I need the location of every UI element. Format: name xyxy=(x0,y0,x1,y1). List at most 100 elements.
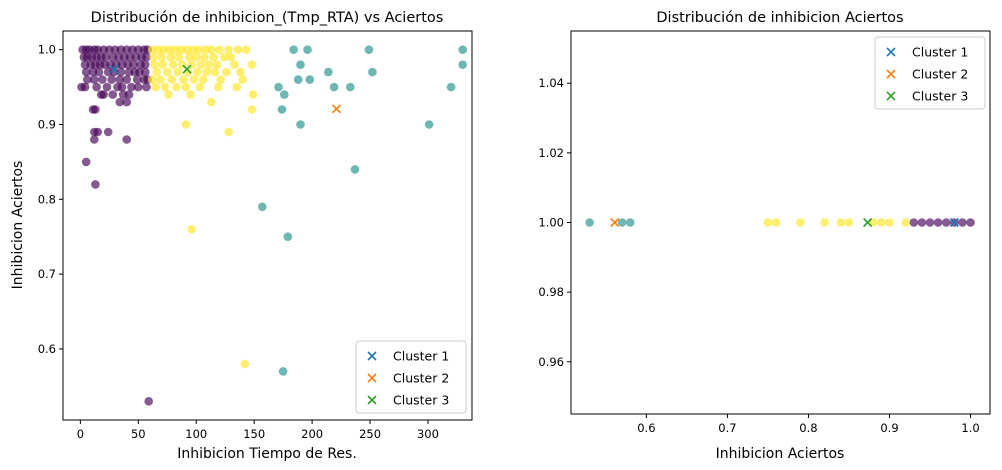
scatter-point-c0-s0-69 xyxy=(108,90,118,99)
scatter-point-c0-s2-8 xyxy=(194,45,203,54)
y-tick-label: 1.0 xyxy=(38,43,56,57)
chart-left-legend: Cluster 1 Cluster 2 Cluster 3 xyxy=(355,340,467,414)
chart-right-legend: Cluster 1 Cluster 2 Cluster 3 xyxy=(874,36,986,110)
scatter-point-c0-s0-68 xyxy=(99,90,108,99)
scatter-point-c0-s2-22 xyxy=(209,52,218,62)
scatter-point-c0-s2-50 xyxy=(216,75,225,84)
scatter-point-c0-s2-46 xyxy=(167,75,177,84)
scatter-point-c0-s0-65 xyxy=(134,82,143,92)
scatter-point-c0-s2-10 xyxy=(207,45,216,54)
scatter-point-c0-s2-40 xyxy=(202,67,211,77)
scatter-point-c0-s1-4 xyxy=(296,60,305,69)
scatter-point-c0-s2-60 xyxy=(186,90,195,99)
scatter-point-c0-s2-59 xyxy=(164,90,173,99)
scatter-point-c0-s2-21 xyxy=(200,52,209,62)
scatter-point-c0-s0-77 xyxy=(93,127,103,137)
scatter-point-c0-s0-41 xyxy=(94,67,104,77)
scatter-point-c1-s2-1 xyxy=(771,218,781,227)
scatter-point-c0-s2-39 xyxy=(193,67,202,77)
centroid-x-stroke xyxy=(182,64,192,74)
scatter-point-c0-s2-13 xyxy=(233,45,243,54)
centroid-x-stroke xyxy=(610,217,620,228)
scatter-point-c0-s1-21 xyxy=(278,367,288,376)
y-tick-label: 0.7 xyxy=(38,267,56,281)
centroid-x-stroke xyxy=(949,217,959,228)
scatter-point-c0-s0-53 xyxy=(115,75,125,84)
scatter-point-c0-s2-16 xyxy=(157,52,166,62)
scatter-point-c0-s1-20 xyxy=(283,232,293,241)
scatter-point-c0-s0-80 xyxy=(122,135,131,144)
scatter-point-c0-s2-66 xyxy=(187,224,196,234)
scatter-point-c0-s2-47 xyxy=(179,75,188,84)
scatter-point-c0-s2-33 xyxy=(230,60,239,69)
legend-label: Cluster 1 xyxy=(393,349,449,364)
scatter-point-c0-s1-3 xyxy=(458,45,468,54)
scatter-point-c1-s2-4 xyxy=(836,218,846,227)
x-tick-label: 300 xyxy=(417,427,439,441)
scatter-point-c0-s0-66 xyxy=(142,82,151,92)
scatter-point-c0-s1-0 xyxy=(289,45,298,54)
scatter-point-c0-s2-25 xyxy=(150,60,159,69)
scatter-point-c0-s2-15 xyxy=(149,52,158,62)
scatter-point-c1-s2-2 xyxy=(796,218,805,227)
scatter-point-c1-s2-3 xyxy=(820,218,829,227)
legend-box xyxy=(874,36,986,110)
scatter-point-c0-s1-9 xyxy=(458,60,468,69)
chart-right-marks xyxy=(585,217,975,228)
scatter-point-c0-s1-7 xyxy=(293,75,303,84)
scatter-point-c1-s0-2 xyxy=(925,218,935,227)
scatter-point-c0-s2-12 xyxy=(224,45,233,54)
scatter-point-c0-s2-48 xyxy=(189,75,199,84)
scatter-point-c0-s2-43 xyxy=(236,67,245,77)
scatter-point-c0-s0-61 xyxy=(102,82,112,92)
scatter-point-c1-s2-9 xyxy=(901,218,910,227)
centroid-x-stroke xyxy=(863,217,873,228)
scatter-point-c0-s1-16 xyxy=(296,120,305,129)
legend-marker xyxy=(886,91,896,101)
y-tick-label: 1.04 xyxy=(538,76,564,90)
scatter-point-c0-s0-59 xyxy=(80,82,90,92)
legend-label: Cluster 3 xyxy=(393,393,449,408)
centroid-marker-2 xyxy=(331,104,342,114)
scatter-point-c0-s2-64 xyxy=(181,120,191,129)
scatter-point-c0-s2-23 xyxy=(219,52,229,62)
scatter-point-c0-s0-44 xyxy=(116,67,126,77)
x-tick-label: 250 xyxy=(359,427,381,441)
centroid-marker-3 xyxy=(182,64,192,74)
centroid-x-stroke xyxy=(331,104,342,114)
scatter-point-c1-s0-0 xyxy=(909,218,919,227)
scatter-point-c0-s2-24 xyxy=(226,52,236,62)
scatter-point-c0-s0-43 xyxy=(109,67,119,77)
scatter-point-c0-s0-81 xyxy=(81,157,91,167)
scatter-point-c0-s1-19 xyxy=(258,202,267,212)
y-tick-label: 1.02 xyxy=(538,146,564,160)
scatter-point-c0-s0-52 xyxy=(107,75,116,84)
scatter-point-c0-s0-39 xyxy=(81,67,91,77)
x-tick-label: 1.0 xyxy=(961,421,979,435)
scatter-point-c0-s1-11 xyxy=(329,82,339,92)
centroid-marker-1 xyxy=(949,217,959,228)
chart-right: Distribución de inhibicion Aciertos 0.6 0… xyxy=(538,10,991,462)
chart-left-y-ticks: 0.6 0.7 0.8 0.9 1.0 xyxy=(38,43,63,356)
scatter-point-c0-s2-20 xyxy=(191,52,201,62)
scatter-point-c0-s0-63 xyxy=(117,82,127,92)
chart-right-title: Distribución de inhibicion Aciertos xyxy=(656,10,903,26)
centroid-marker-3 xyxy=(863,217,873,228)
centroid-x-stroke xyxy=(109,64,119,74)
scatter-point-c0-s1-10 xyxy=(274,82,283,92)
scatter-point-c0-s2-11 xyxy=(215,45,224,54)
x-tick-label: 0.8 xyxy=(799,421,817,435)
scatter-point-c0-s2-54 xyxy=(172,82,181,92)
scatter-point-c0-s1-18 xyxy=(350,165,360,174)
scatter-point-c0-s0-79 xyxy=(90,135,99,144)
scatter-point-c0-s0-82 xyxy=(91,180,100,189)
scatter-point-c0-s1-14 xyxy=(280,90,289,99)
x-tick-label: 50 xyxy=(131,427,146,441)
scatter-point-c0-s2-52 xyxy=(151,82,160,92)
legend-label: Cluster 1 xyxy=(912,45,968,60)
scatter-point-c0-s1-6 xyxy=(368,67,377,77)
scatter-point-c0-s2-53 xyxy=(160,82,170,92)
legend-box xyxy=(355,340,467,414)
scatter-point-c0-s2-67 xyxy=(240,359,250,369)
